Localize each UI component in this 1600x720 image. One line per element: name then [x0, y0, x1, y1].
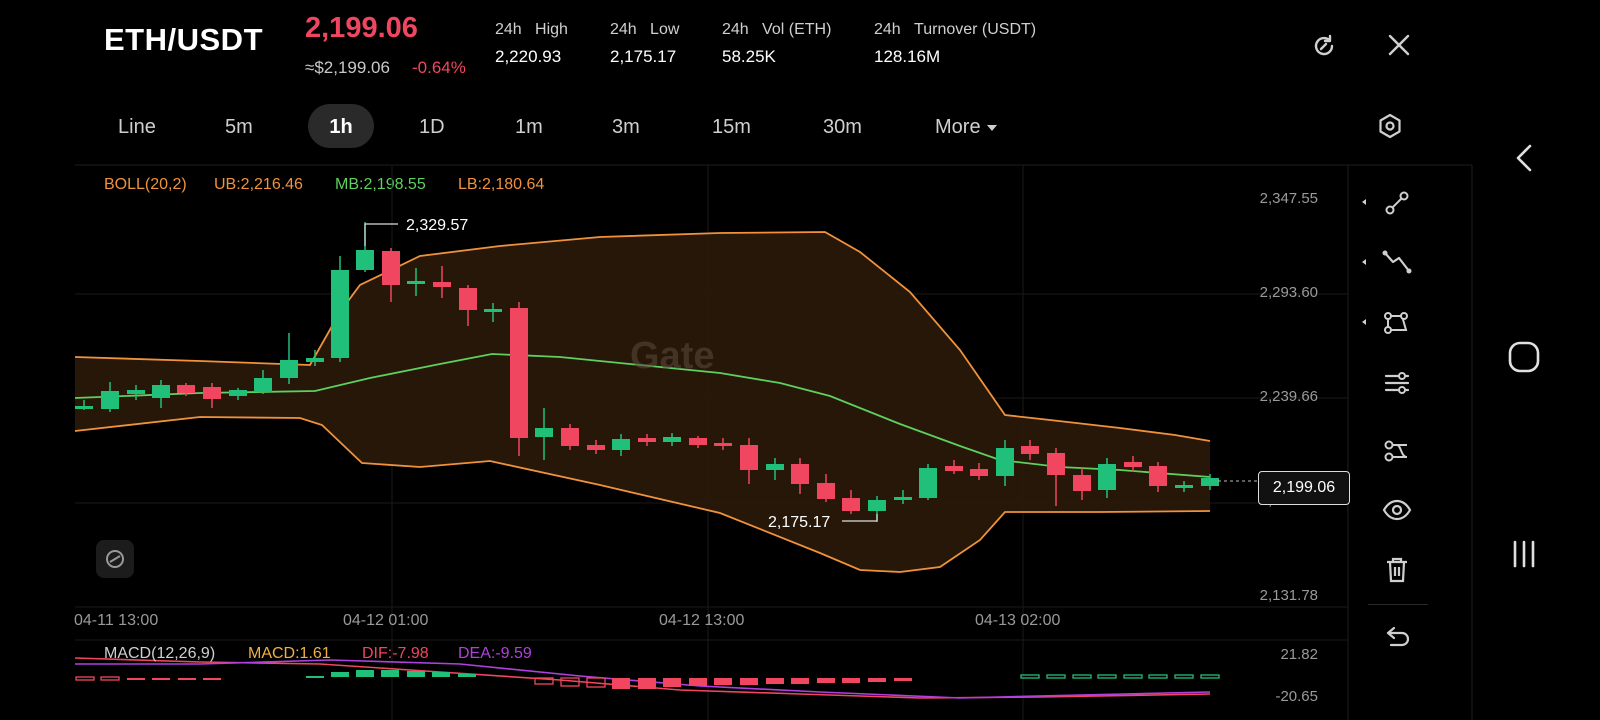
- tab-more[interactable]: More: [935, 116, 997, 139]
- shape-icon[interactable]: [1382, 308, 1412, 338]
- back-icon[interactable]: [1506, 140, 1542, 176]
- refresh-icon[interactable]: [1310, 32, 1338, 60]
- boll-mb: MB:2,198.55: [335, 176, 426, 193]
- toolbar-divider: [1368, 604, 1428, 605]
- time-axis-label: 04-11 13:00: [74, 612, 159, 629]
- approx-usd: ≈$2,199.06: [305, 58, 390, 77]
- change-percent: -0.64%: [412, 58, 466, 77]
- low-label: 2,175.17: [768, 514, 830, 531]
- tab-30m[interactable]: 30m: [823, 116, 862, 138]
- crosshair-icon: [106, 550, 124, 568]
- time-axis-label: 04-13 02:00: [975, 612, 1061, 629]
- stat-volume: 24h Vol (ETH) 58.25K: [722, 21, 832, 66]
- macd-dea: DEA:-9.59: [458, 645, 532, 662]
- macd-axis-label: -20.65: [1275, 688, 1318, 705]
- stat-low: 24h Low 2,175.17: [610, 21, 680, 66]
- undo-icon[interactable]: [1382, 623, 1412, 653]
- macd-value: MACD:1.61: [248, 645, 331, 662]
- drawing-toolbar: [1362, 199, 1366, 325]
- zigzag-icon[interactable]: [1382, 248, 1412, 278]
- time-axis-label: 04-12 13:00: [659, 612, 745, 629]
- stat-turnover: 24h Turnover (USDT) 128.16M: [874, 21, 1037, 66]
- price-axis-label: 2,131.78: [1259, 587, 1318, 604]
- pair-title: ETH/USDT: [104, 22, 263, 57]
- tab-line[interactable]: Line: [118, 116, 156, 138]
- indicator-icon[interactable]: [1382, 436, 1412, 466]
- macd-name: MACD(12,26,9): [104, 645, 216, 662]
- price-axis-label: 2,347.55: [1259, 190, 1318, 207]
- tab-1h[interactable]: 1h: [308, 104, 374, 148]
- home-icon[interactable]: [1505, 338, 1543, 376]
- price-axis-label: 2,293.60: [1259, 284, 1318, 301]
- tab-3m[interactable]: 3m: [612, 116, 640, 138]
- trash-icon[interactable]: [1382, 555, 1412, 585]
- price-axis-label: 2,239.66: [1259, 388, 1318, 405]
- tab-5m[interactable]: 5m: [225, 116, 253, 138]
- close-icon[interactable]: [1386, 32, 1412, 58]
- tab-15m[interactable]: 15m: [712, 116, 751, 138]
- tab-1d[interactable]: 1D: [419, 116, 445, 138]
- high-label: 2,329.57: [406, 217, 468, 234]
- macd-axis-label: 21.82: [1280, 646, 1318, 663]
- boll-name: BOLL(20,2): [104, 176, 187, 193]
- stat-high: 24h High 2,220.93: [495, 21, 568, 66]
- tab-1m[interactable]: 1m: [515, 116, 543, 138]
- chart-reset-button[interactable]: [96, 540, 134, 578]
- watermark-text: Gate: [630, 335, 714, 377]
- trend-line-icon[interactable]: [1382, 188, 1412, 218]
- boll-ub: UB:2,216.46: [214, 176, 303, 193]
- macd-dif: DIF:-7.98: [362, 645, 429, 662]
- time-axis-label: 04-12 01:00: [343, 612, 429, 629]
- eye-icon[interactable]: [1382, 495, 1412, 525]
- settings-sliders-icon[interactable]: [1382, 368, 1412, 398]
- last-price: 2,199.06: [305, 12, 418, 44]
- current-price-tag: 2,199.06: [1258, 471, 1350, 505]
- recents-icon[interactable]: [1506, 536, 1542, 572]
- chevron-down-icon: [986, 124, 997, 131]
- chart-settings-icon[interactable]: [1376, 112, 1404, 140]
- boll-lb: LB:2,180.64: [458, 176, 545, 193]
